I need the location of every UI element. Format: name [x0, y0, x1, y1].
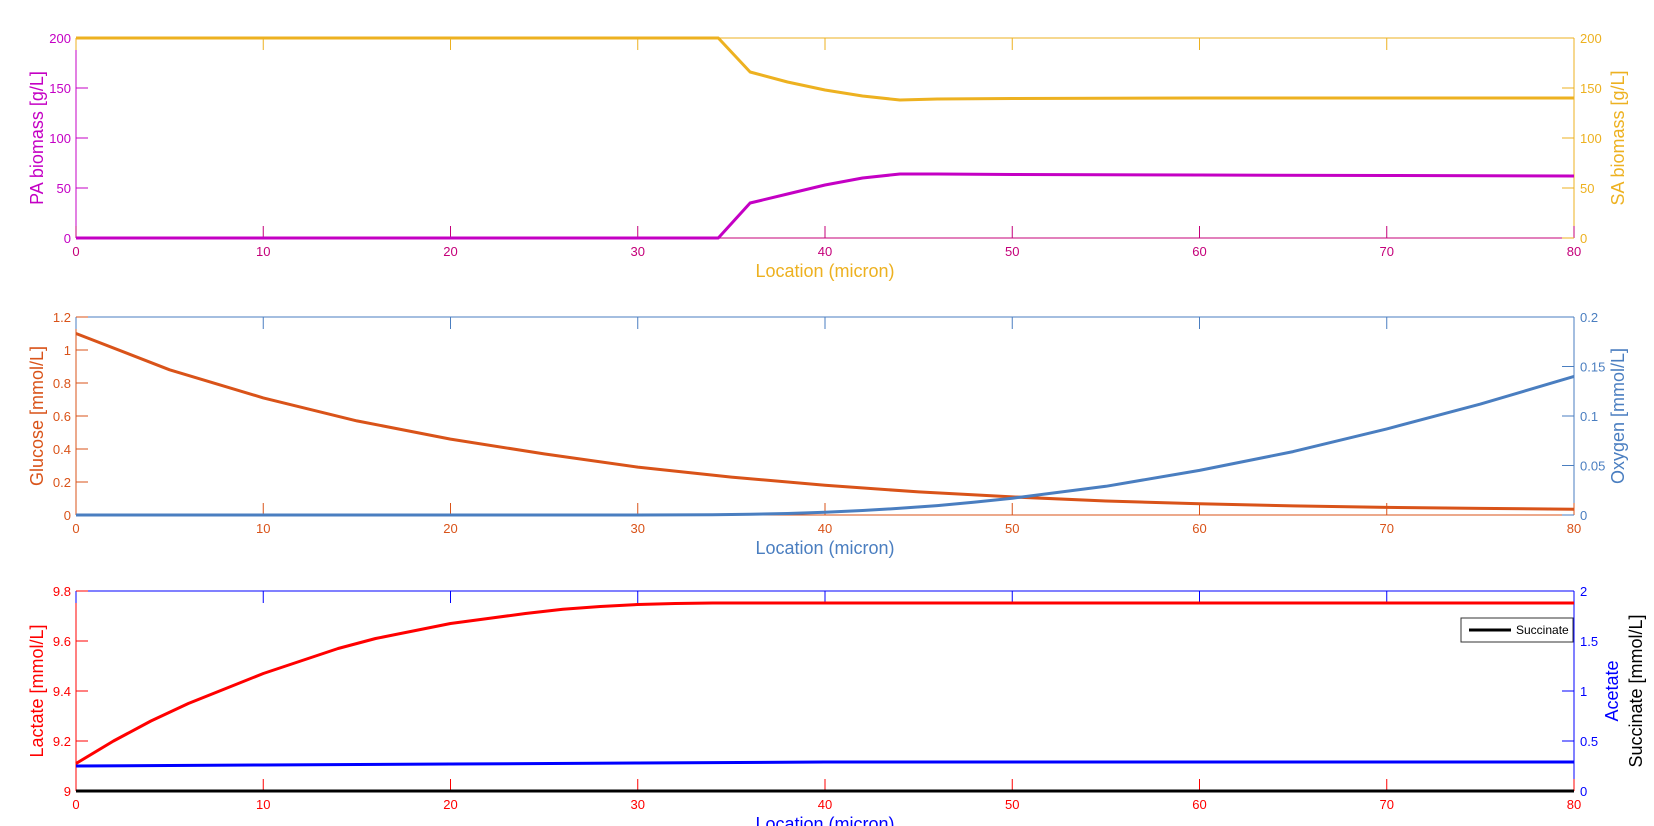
- x-tick-label: 60: [1192, 244, 1206, 259]
- x-tick-label: 20: [443, 521, 457, 536]
- x-tick-label: 80: [1567, 244, 1581, 259]
- right-series-line: [76, 374, 1575, 517]
- y-left-tick-label: 150: [49, 81, 71, 96]
- x-tick-label: 70: [1380, 244, 1394, 259]
- y-right-tick-label: 0.2: [1580, 310, 1598, 325]
- y-left-tick-label: 9.4: [53, 684, 71, 699]
- y-right-tick-label: 100: [1580, 131, 1602, 146]
- left-series-line: [76, 172, 1575, 240]
- right-series-line: [75, 760, 1574, 768]
- x-tick-label: 50: [1005, 521, 1019, 536]
- x-tick-label: 60: [1192, 797, 1206, 812]
- y-left-axis-label: PA biomass [g/L]: [27, 71, 47, 205]
- y-right-tick-label: 50: [1580, 181, 1594, 196]
- y-left-tick-label: 9.2: [53, 734, 71, 749]
- panel-glucose-oxygen: 0 10 20 30 40 50 60 70 8000.20.40.60.811.200.050…: [27, 310, 1628, 558]
- y-left-axis-label: Glucose [mmol/L]: [27, 346, 47, 486]
- x-tick-label: 40: [818, 521, 832, 536]
- y-left-tick-label: 200: [49, 31, 71, 46]
- x-tick-label: 30: [631, 521, 645, 536]
- y-right-tick-label: 0.15: [1580, 360, 1605, 375]
- x-tick-label: 10: [256, 797, 270, 812]
- x-tick-label: 10: [256, 244, 270, 259]
- x-tick-label: 20: [443, 244, 457, 259]
- legend-entry-label: Succinate: [1516, 623, 1569, 637]
- x-axis-label: Location (micron): [755, 814, 894, 826]
- y-left-tick-label: 9.8: [53, 584, 71, 599]
- x-tick-label: 80: [1567, 797, 1581, 812]
- y-right-tick-label: 0.5: [1580, 734, 1598, 749]
- y-left-axis-label: Lactate [mmol/L]: [27, 624, 47, 757]
- y-right-tick-label: 0.05: [1580, 459, 1605, 474]
- right-series-line: [76, 36, 1574, 102]
- y-right-tick-label: 0: [1580, 231, 1587, 246]
- x-tick-label: 80: [1567, 521, 1581, 536]
- x-tick-label: 40: [818, 797, 832, 812]
- left-series-line: [75, 332, 1575, 511]
- y-right-tick-label: 0.1: [1580, 409, 1598, 424]
- y-right-tick-label: 2: [1580, 584, 1587, 599]
- x-tick-label: 30: [631, 797, 645, 812]
- x-tick-label: 0: [72, 244, 79, 259]
- y-left-tick-label: 100: [49, 131, 71, 146]
- y-left-tick-label: 9: [64, 784, 71, 799]
- legend: Succinate: [1460, 617, 1574, 643]
- y-right-axis-label: SA biomass [g/L]: [1608, 70, 1628, 205]
- y-left-tick-label: 0.4: [53, 442, 71, 457]
- y-left-tick-label: 0: [64, 508, 71, 523]
- x-axis-label: Location (micron): [755, 538, 894, 558]
- x-tick-label: 0: [72, 797, 79, 812]
- panel-lactate-acetate-succinate: 0 10 20 30 40 50 60 70 80 9 9.2 9.4 9.6 9.8 0 0.5 1 1.5 2 L…: [27, 584, 1646, 826]
- y-left-tick-label: 9.6: [53, 634, 71, 649]
- y-left-tick-label: 0.2: [53, 475, 71, 490]
- y-left-tick-label: 1.2: [53, 310, 71, 325]
- x-tick-label: 50: [1005, 244, 1019, 259]
- x-tick-label: 50: [1005, 797, 1019, 812]
- y-left-tick-label: 0: [64, 231, 71, 246]
- y-right-tick-label: 0: [1580, 784, 1587, 799]
- x-axis-label: Location (micron): [755, 261, 894, 281]
- y-left-tick-label: 1: [64, 343, 71, 358]
- x-tick-label: 30: [631, 244, 645, 259]
- y-left-tick-label: 50: [57, 181, 71, 196]
- y-right-tick-label: 200: [1580, 31, 1602, 46]
- x-tick-label: 0: [72, 521, 79, 536]
- left-series-line: [75, 601, 1574, 765]
- y-right-tick-label: 1.5: [1580, 634, 1598, 649]
- y-right-axis-label: Oxygen [mmol/L]: [1608, 348, 1628, 484]
- y-right-axis-label: Acetate: [1602, 660, 1622, 721]
- y-right-tick-label: 1: [1580, 684, 1587, 699]
- y-left-tick-label: 0.6: [53, 409, 71, 424]
- panel-biomass: 0 10 20 30 40 50 60 70 8005010015020005010015020…: [27, 31, 1628, 281]
- y-right-tick-label: 0: [1580, 508, 1587, 523]
- x-tick-label: 70: [1380, 797, 1394, 812]
- x-tick-label: 70: [1380, 521, 1394, 536]
- y-right-tick-label: 150: [1580, 81, 1602, 96]
- x-tick-label: 10: [256, 521, 270, 536]
- x-tick-label: 20: [443, 797, 457, 812]
- x-tick-label: 40: [818, 244, 832, 259]
- y-left-tick-label: 0.8: [53, 376, 71, 391]
- x-tick-label: 60: [1192, 521, 1206, 536]
- y-right-axis-label: Succinate [mmol/L]: [1626, 614, 1646, 767]
